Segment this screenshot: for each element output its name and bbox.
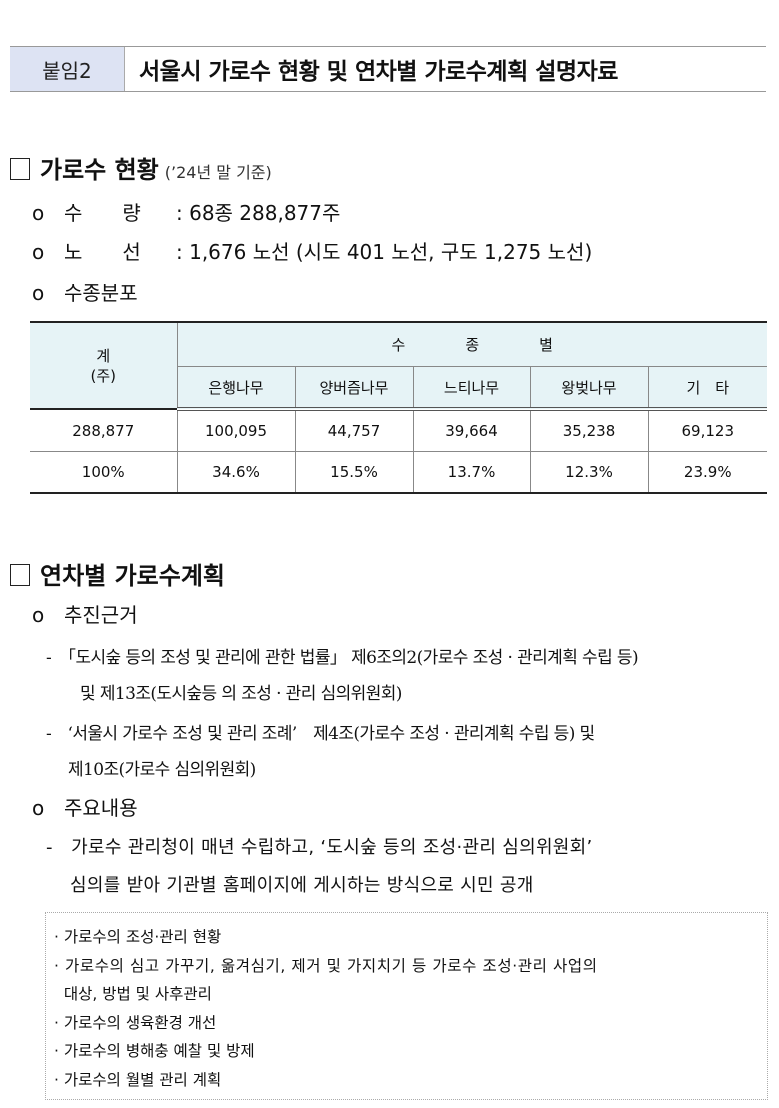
checkbox-square-icon [10, 564, 30, 586]
section-heading-status: 가로수 현황 (’24년 말 기준) [10, 150, 272, 185]
item-label: 수 량 [64, 201, 141, 225]
box-line: 대상, 방법 및 사후관리 [54, 985, 212, 1003]
heading-text: 가로수 현황 [40, 156, 159, 184]
document-title: 서울시 가로수 현황 및 연차별 가로수계획 설명자료 [139, 59, 618, 85]
item-label: 주요내용 [64, 796, 138, 820]
item-main-content: o 주요내용 [32, 792, 138, 821]
box-line: · 가로수의 생육환경 개선 [54, 1014, 217, 1032]
plan-contents-box: · 가로수의 조성·관리 현황 · 가로수의 심고 가꾸기, 옮겨심기, 제거 … [45, 912, 768, 1100]
table-cell: 100% [30, 451, 178, 494]
heading-text: 연차별 가로수계획 [40, 562, 225, 590]
bullet: o [32, 201, 45, 225]
table-cell: 39,664 [412, 408, 531, 452]
bullet: o [32, 281, 45, 305]
table-cell: 35,238 [529, 408, 649, 452]
item-label: 노 선 [64, 240, 141, 264]
item-label: 추진근거 [64, 603, 138, 627]
header-total: 계 (주) [30, 321, 178, 410]
table-cell: 69,123 [647, 408, 767, 452]
bullet: o [32, 240, 45, 264]
basis-line: - ‘서울시 가로수 조성 및 관리 조례’ 제4조(가로수 조성 · 관리계획… [46, 724, 595, 744]
species-table: 계 (주) 수 종 별 은행나무 양버즘나무 느티나무 왕벚나무 기 타 288… [30, 321, 767, 494]
header-species: 왕벚나무 [529, 366, 649, 411]
main-line: 심의를 받아 기관별 홈페이지에 게시하는 방식으로 시민 공개 [70, 875, 534, 896]
table-row: 288,877 100,095 44,757 39,664 35,238 69,… [30, 408, 767, 452]
box-line: · 가로수의 조성·관리 현황 [54, 928, 222, 946]
item-basis: o 추진근거 [32, 599, 138, 628]
item-value: : 68종 288,877주 [176, 201, 341, 225]
item-species-distribution: o 수종분포 [32, 277, 138, 306]
basis-line: 및 제13조(도시숲등 의 조성 · 관리 심의위원회) [80, 684, 402, 704]
main-line: - 가로수 관리청이 매년 수립하고, ‘도시숲 등의 조성·관리 심의위원회’ [46, 837, 593, 858]
table-cell: 100,095 [176, 408, 296, 452]
table-cell: 44,757 [294, 408, 414, 452]
header-species: 은행나무 [177, 366, 296, 411]
item-routes: o 노 선 : 1,676 노선 (시도 401 노선, 구도 1,275 노선) [32, 236, 592, 265]
basis-line: - 「도시숲 등의 조성 및 관리에 관한 법률」 제6조의2(가로수 조성 ·… [46, 648, 639, 668]
table-cell: 288,877 [30, 408, 178, 452]
box-line: · 가로수의 심고 가꾸기, 옮겨심기, 제거 및 가지치기 등 가로수 조성·… [54, 957, 598, 975]
table-row: 100% 34.6% 15.5% 13.7% 12.3% 23.9% [30, 451, 767, 494]
table-cell: 23.9% [647, 451, 767, 494]
section-heading-plan: 연차별 가로수계획 [10, 556, 225, 591]
table-cell: 12.3% [529, 451, 649, 494]
header-species: 양버즘나무 [294, 366, 414, 411]
box-line: · 가로수의 병해충 예찰 및 방제 [54, 1042, 255, 1060]
header-species: 느티나무 [412, 366, 531, 411]
item-label: 수종분포 [64, 281, 138, 305]
checkbox-square-icon [10, 158, 30, 180]
table-cell: 13.7% [412, 451, 531, 494]
bullet: o [32, 603, 45, 627]
attachment-tag: 붙임2 [10, 47, 125, 91]
heading-note: (’24년 말 기준) [164, 163, 272, 182]
item-quantity: o 수 량 : 68종 288,877주 [32, 197, 340, 226]
header-species-group: 수 종 별 [176, 321, 767, 367]
basis-line: 제10조(가로수 심의위원회) [68, 760, 256, 780]
table-cell: 34.6% [176, 451, 296, 494]
bullet: o [32, 796, 45, 820]
table-cell: 15.5% [294, 451, 414, 494]
document-title-bar: 붙임2 서울시 가로수 현황 및 연차별 가로수계획 설명자료 [10, 46, 766, 92]
item-value: : 1,676 노선 (시도 401 노선, 구도 1,275 노선) [176, 240, 593, 264]
header-species: 기 타 [647, 366, 767, 411]
box-line: · 가로수의 월별 관리 계획 [54, 1071, 222, 1089]
